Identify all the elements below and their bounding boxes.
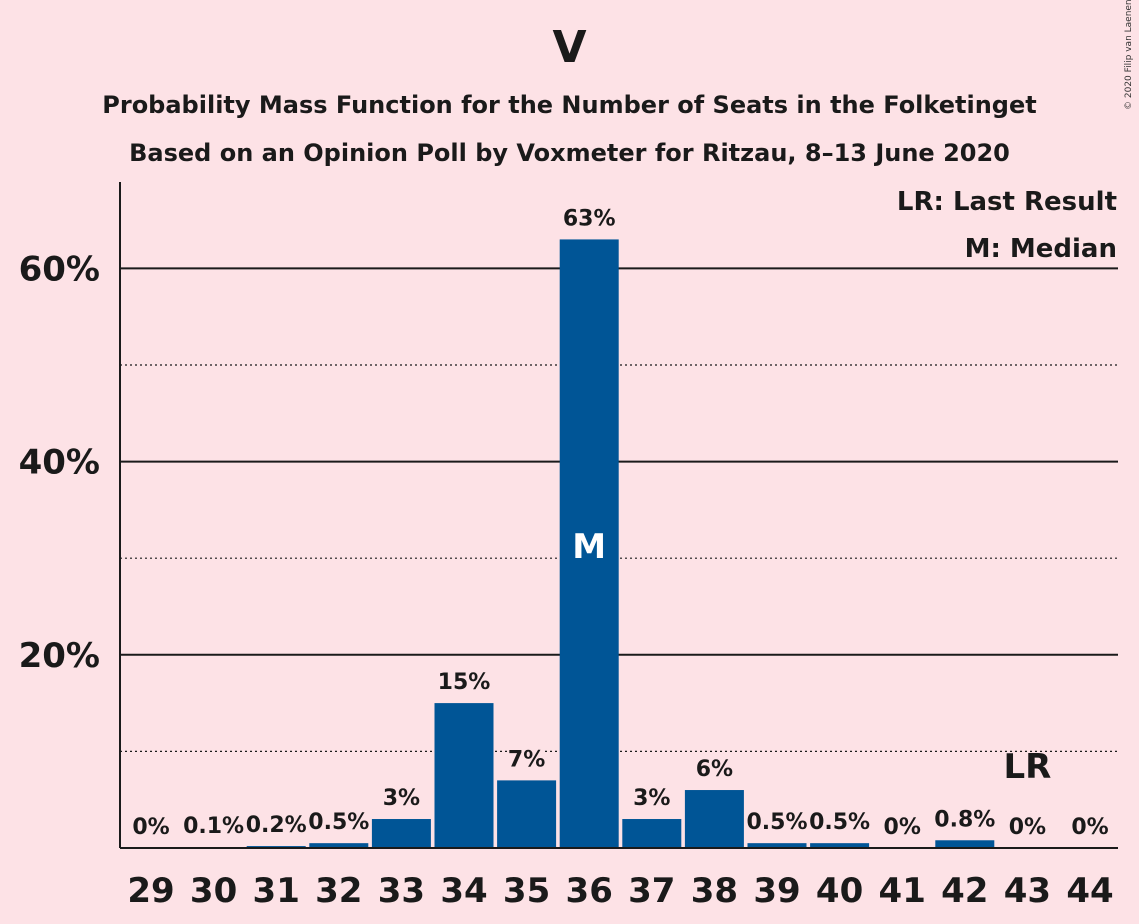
legend-last-result: LR: Last Result (897, 187, 1117, 217)
data-label-background (748, 807, 806, 836)
bar (434, 703, 494, 848)
data-label-background (184, 811, 243, 840)
data-label: 7% (508, 747, 545, 772)
data-label-background (566, 203, 612, 232)
data-label-background (810, 807, 869, 836)
x-tick-label: 43 (1004, 871, 1051, 911)
x-tick-label: 42 (941, 871, 988, 911)
bar (684, 790, 744, 848)
x-tick-label: 30 (190, 871, 237, 911)
data-label-background (510, 744, 543, 773)
data-label-background (441, 667, 487, 696)
data-label-background (247, 810, 306, 839)
bar (309, 843, 369, 848)
x-tick-label: 41 (879, 871, 926, 911)
data-label: 0% (1009, 815, 1046, 840)
x-tick-label: 31 (253, 871, 300, 911)
data-label-background (385, 783, 418, 812)
bar (810, 843, 870, 848)
legend-background (958, 232, 1121, 266)
data-label: 0.2% (246, 813, 307, 838)
data-label-background (886, 812, 919, 840)
x-tick-label: 33 (378, 871, 425, 911)
bar (559, 239, 619, 849)
data-label: 3% (383, 786, 420, 811)
bar (935, 840, 995, 848)
x-tick-label: 32 (315, 871, 362, 911)
x-tick-label: 38 (691, 871, 738, 911)
data-label: 0% (132, 815, 169, 840)
last-result-marker: LR (1003, 747, 1051, 787)
x-tick-label: 29 (127, 871, 174, 911)
x-tick-label: 40 (816, 871, 863, 911)
data-label: 3% (633, 786, 670, 811)
data-label-background (935, 804, 994, 833)
data-label: 0% (1071, 815, 1108, 840)
chart-subtitle-line2: Based on an Opinion Poll by Voxmeter for… (129, 139, 1010, 167)
y-tick-label: 60% (19, 249, 100, 289)
data-label-background (135, 812, 167, 840)
y-tick-label: 40% (19, 443, 100, 483)
chart-subtitle-line1: Probability Mass Function for the Number… (102, 91, 1037, 119)
data-label: 0.5% (746, 810, 807, 835)
data-label: 15% (438, 670, 491, 695)
data-label: 63% (563, 206, 616, 231)
data-label: 6% (696, 757, 733, 782)
data-label: 0.5% (308, 810, 369, 835)
data-label: 0.8% (934, 807, 995, 832)
x-tick-label: 37 (628, 871, 675, 911)
bar (747, 843, 807, 848)
bar (622, 819, 682, 848)
data-label: 0% (884, 815, 921, 840)
x-tick-label: 44 (1066, 871, 1113, 911)
legend-median: M: Median (965, 234, 1117, 264)
bar (497, 780, 557, 848)
x-tick-label: 35 (503, 871, 550, 911)
data-label: 0.5% (809, 810, 870, 835)
data-label-background (309, 807, 368, 836)
data-label-background (1074, 812, 1106, 840)
median-marker: M (572, 527, 606, 567)
chart-title: V (552, 22, 587, 73)
x-tick-label: 34 (440, 871, 487, 911)
data-label-background (1011, 812, 1044, 840)
data-label-background (635, 783, 668, 812)
x-tick-label: 39 (753, 871, 800, 911)
data-label: 0.1% (183, 814, 244, 839)
data-label-background (698, 754, 731, 783)
y-tick-label: 20% (19, 636, 100, 676)
bar (371, 819, 431, 848)
x-tick-label: 36 (566, 871, 613, 911)
